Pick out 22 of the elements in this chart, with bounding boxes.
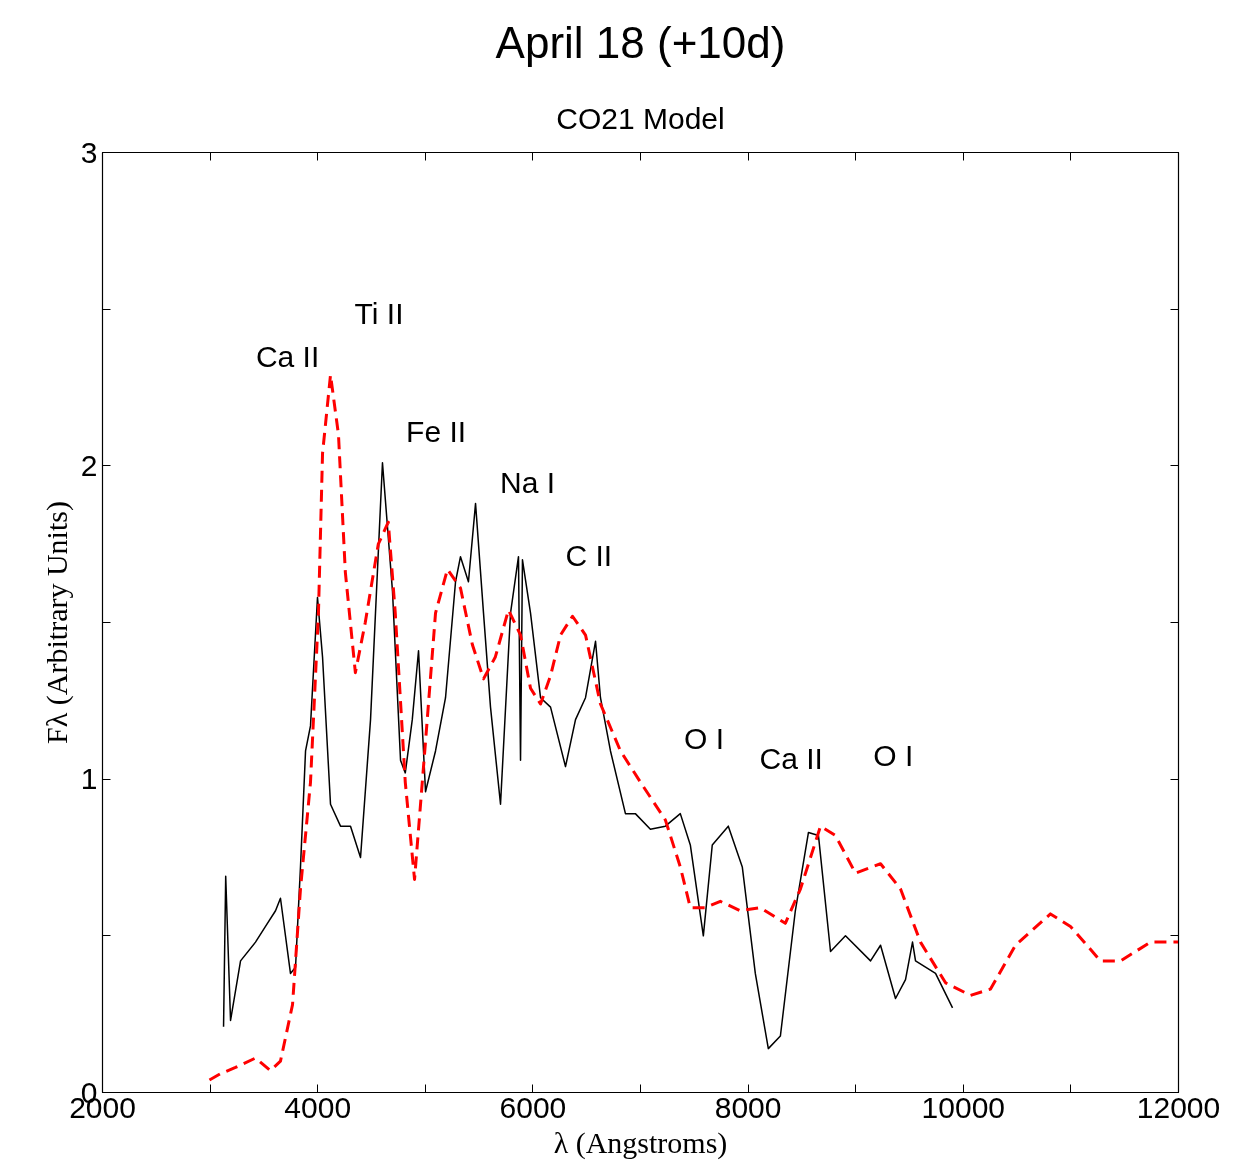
- annotation: Ca II: [255, 339, 320, 373]
- x-axis-title: λ (Angstroms): [553, 1125, 728, 1160]
- y-tick-label: 2: [80, 448, 98, 482]
- x-tick-label: 12000: [1136, 1090, 1221, 1124]
- x-tick-label: 8000: [714, 1090, 782, 1124]
- x-tick-label: 6000: [499, 1090, 567, 1124]
- annotation: Fe II: [406, 415, 467, 449]
- x-tick-label: 4000: [284, 1090, 352, 1124]
- line-series: [222, 461, 954, 1050]
- y-axis-title: Fλ (Arbitrary Units): [39, 501, 74, 744]
- annotation: O I: [873, 739, 914, 773]
- line-series: [207, 373, 1179, 1082]
- annotation: Na I: [500, 465, 556, 499]
- x-tick-label: 10000: [921, 1090, 1006, 1124]
- y-tick-label: 3: [80, 135, 98, 169]
- chart-subtitle: CO21 Model: [556, 101, 725, 135]
- chart-title: April 18 (+10d): [495, 17, 786, 67]
- annotation: Ti II: [354, 296, 404, 330]
- annotation: C II: [565, 539, 613, 573]
- y-tick-label: 1: [80, 762, 98, 796]
- annotation: Ca II: [759, 742, 823, 776]
- annotation: O I: [683, 721, 724, 755]
